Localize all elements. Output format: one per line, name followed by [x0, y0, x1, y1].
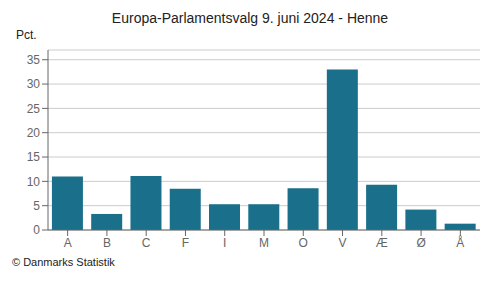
svg-text:35: 35: [27, 53, 41, 67]
svg-text:10: 10: [27, 175, 41, 189]
svg-text:I: I: [223, 236, 226, 250]
svg-text:M: M: [259, 236, 269, 250]
svg-text:A: A: [64, 236, 72, 250]
svg-text:O: O: [299, 236, 308, 250]
html-text:Pct.: Pct.: [16, 28, 37, 42]
svg-text:15: 15: [27, 150, 41, 164]
svg-text:20: 20: [27, 126, 41, 140]
svg-text:Å: Å: [456, 235, 464, 250]
svg-text:5: 5: [33, 199, 40, 213]
svg-text:C: C: [142, 236, 151, 250]
svg-text:0: 0: [33, 223, 40, 237]
svg-text:V: V: [339, 236, 347, 250]
svg-text:B: B: [103, 236, 111, 250]
html-text:© Danmarks Statistik: © Danmarks Statistik: [12, 256, 115, 268]
svg-text:Ø: Ø: [416, 236, 425, 250]
html-text:Europa-Parlamentsvalg 9. juni: Europa-Parlamentsvalg 9. juni 2024 - Hen…: [111, 10, 389, 26]
svg-text:30: 30: [27, 77, 41, 91]
svg-text:F: F: [182, 236, 189, 250]
svg-text:Æ: Æ: [376, 236, 388, 250]
svg-text:25: 25: [27, 102, 41, 116]
